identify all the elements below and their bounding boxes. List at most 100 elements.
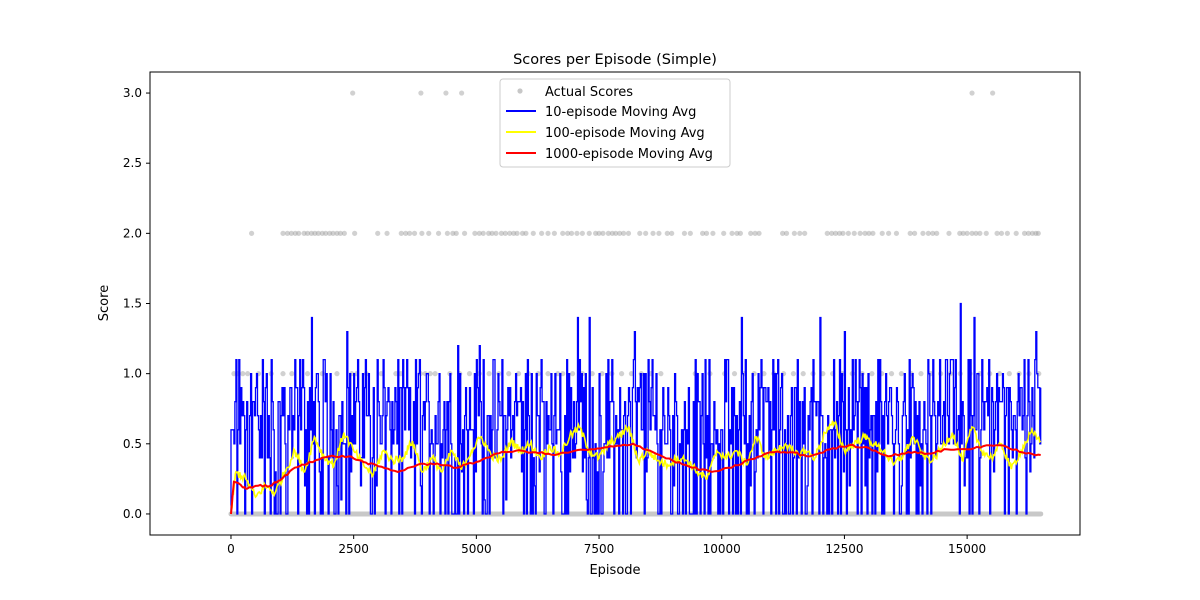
actual-score-point — [569, 371, 576, 377]
actual-score-point — [930, 230, 936, 236]
actual-score-point — [617, 230, 623, 236]
actual-score-point — [983, 230, 989, 236]
actual-score-point — [375, 230, 381, 236]
actual-score-point — [398, 230, 404, 236]
actual-score-point — [605, 230, 611, 236]
actual-score-point — [432, 371, 438, 377]
actual-score-point — [703, 230, 710, 236]
actual-score-point — [681, 230, 688, 236]
actual-score-point — [319, 230, 325, 236]
actual-score-point — [480, 230, 486, 236]
actual-score-point — [280, 371, 286, 377]
actual-score-point — [879, 230, 885, 236]
plot-area — [228, 90, 1044, 517]
actual-score-point — [407, 230, 413, 236]
y-tick-label: 1.0 — [123, 367, 142, 381]
actual-score-point — [998, 230, 1005, 236]
x-axis-label: Episode — [589, 563, 640, 578]
y-tick-label: 3.0 — [123, 86, 142, 100]
actual-score-point — [802, 230, 808, 236]
y-axis-label: Score — [97, 285, 112, 321]
actual-score-point — [957, 230, 963, 236]
actual-score-point — [658, 371, 664, 377]
actual-score-point — [574, 230, 580, 236]
actual-score-point — [341, 230, 347, 236]
actual-score-point — [292, 230, 298, 236]
legend-marker-actual-scores — [517, 88, 523, 94]
y-tick-label: 2.5 — [123, 156, 142, 170]
actual-score-point — [248, 230, 255, 236]
legend-box — [499, 78, 731, 168]
actual-score-point — [934, 230, 940, 236]
actual-score-point — [514, 230, 520, 236]
actual-score-point — [969, 230, 975, 236]
x-tick-label: 0 — [227, 542, 235, 556]
actual-score-point — [729, 230, 735, 236]
actual-score-point — [493, 230, 499, 236]
actual-score-point — [411, 230, 418, 236]
actual-score-point — [560, 230, 566, 236]
actual-score-point — [969, 90, 975, 96]
actual-score-point — [498, 230, 504, 236]
actual-score-point — [315, 230, 321, 236]
actual-score-point — [620, 230, 627, 236]
x-tick-label: 5000 — [461, 542, 492, 556]
actual-score-point — [530, 230, 536, 236]
actual-score-point — [829, 230, 835, 236]
actual-score-point — [461, 230, 468, 236]
actual-score-point — [418, 90, 424, 96]
actual-score-point — [851, 230, 857, 236]
actual-score-point — [625, 230, 632, 236]
y-tick-label: 0.5 — [123, 437, 142, 451]
actual-score-point — [296, 230, 302, 236]
actual-score-point — [845, 230, 851, 236]
actual-score-point — [869, 371, 875, 377]
y-tick-label: 2.0 — [123, 226, 142, 240]
legend-label-1000-episode: 1000-episode Moving Avg — [545, 147, 713, 162]
x-tick-label: 7500 — [584, 542, 615, 556]
actual-score-point — [231, 371, 237, 377]
actual-score-point — [687, 230, 693, 236]
actual-score-point — [304, 371, 311, 377]
actual-score-point — [511, 230, 517, 236]
actual-score-point — [489, 230, 495, 236]
actual-score-point — [599, 371, 605, 377]
actual-score-point — [523, 230, 529, 236]
actual-score-point — [836, 230, 843, 236]
actual-score-point — [476, 230, 482, 236]
actual-score-point — [907, 230, 913, 236]
actual-score-point — [593, 230, 599, 236]
actual-score-point — [783, 230, 790, 236]
actual-score-point — [539, 230, 545, 236]
actual-score-point — [609, 230, 615, 236]
actual-score-point — [240, 371, 246, 377]
actual-score-point — [1029, 230, 1035, 236]
actual-score-point — [472, 230, 478, 236]
legend-label-actual-scores: Actual Scores — [545, 85, 633, 100]
chart-title: Scores per Episode (Simple) — [513, 52, 717, 68]
actual-score-point — [551, 230, 557, 236]
actual-score-point — [589, 371, 595, 377]
actual-score-point — [312, 230, 318, 236]
actual-score-point — [1021, 230, 1028, 236]
actual-score-point — [486, 371, 492, 377]
actual-score-point — [600, 230, 606, 236]
series-100-episode-line — [230, 420, 1042, 515]
actual-score-point — [426, 230, 432, 236]
actual-score-point — [994, 230, 1000, 236]
actual-score-point — [710, 230, 716, 236]
actual-score-point — [459, 90, 465, 96]
actual-score-point — [779, 230, 786, 236]
actual-score-point — [419, 230, 425, 236]
actual-score-point — [737, 230, 743, 236]
x-tick-label: 10000 — [703, 542, 741, 556]
actual-score-point — [637, 230, 643, 236]
actual-score-point — [289, 371, 295, 377]
actual-score-point — [1033, 230, 1039, 236]
actual-score-point — [435, 230, 442, 236]
actual-score-point — [352, 230, 358, 236]
actual-score-point — [596, 230, 602, 236]
actual-score-point — [912, 230, 918, 236]
x-axis: 0 2500 5000 7500 10000 12500 15000 — [227, 535, 986, 556]
actual-score-point — [857, 230, 863, 236]
